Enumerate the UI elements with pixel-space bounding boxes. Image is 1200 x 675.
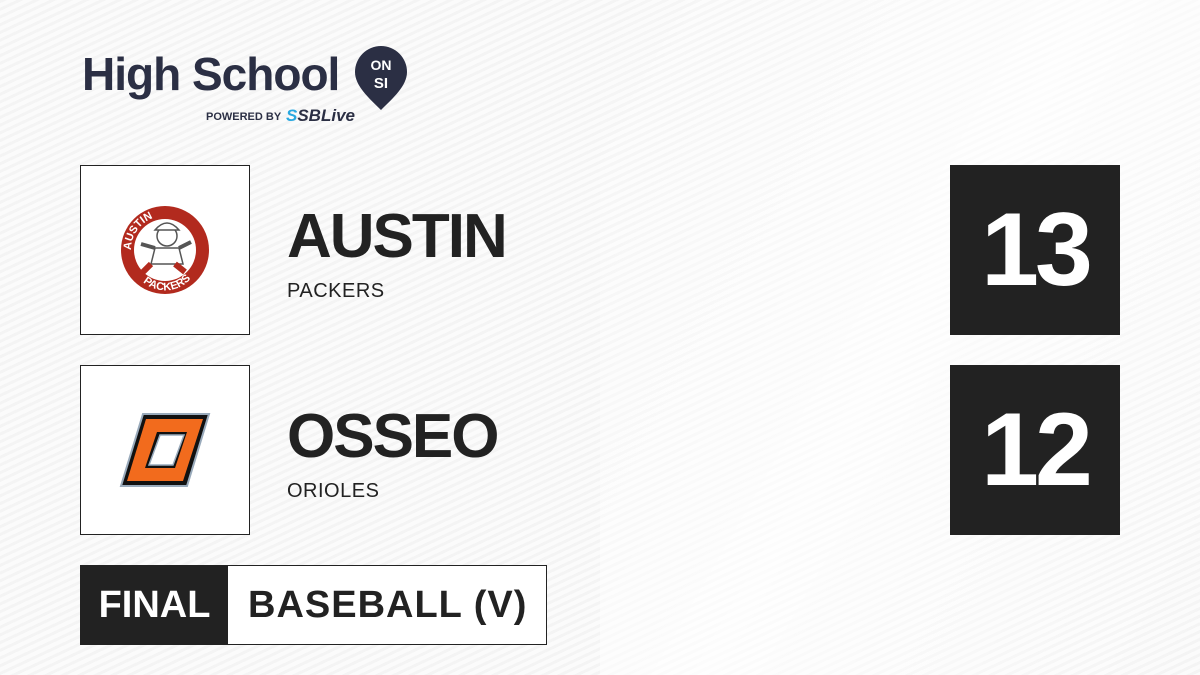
osseo-logo-box [80, 365, 250, 535]
badge-top: ON [371, 57, 392, 73]
sblive-logo: SSBLive [286, 106, 355, 126]
sport-name: BASEBALL (V) [248, 584, 528, 626]
sblive-text: SBLive [297, 106, 355, 125]
austin-packers-logo-icon: AUSTIN PACKERS [121, 206, 209, 294]
game-status: FINAL [98, 584, 211, 626]
score-home: 13 [950, 165, 1120, 335]
sblive-mark: S [286, 106, 298, 125]
brand-logo: High School ON SI POWERED BY SSBLive [82, 44, 502, 134]
austin-logo-box: AUSTIN PACKERS [80, 165, 250, 335]
brand-title: High School [82, 48, 340, 100]
on-si-pin-icon: ON SI [355, 46, 408, 110]
game-status-bar: FINAL BASEBALL (V) [80, 565, 547, 645]
score-away-value: 12 [981, 392, 1093, 508]
score-away: 12 [950, 365, 1120, 535]
sport-label: BASEBALL (V) [228, 566, 546, 644]
team-name-away: OSSEO [287, 402, 500, 471]
team-name-home: AUSTIN [287, 202, 508, 271]
badge-bottom: SI [374, 75, 388, 92]
powered-by-text: POWERED BY [206, 111, 282, 123]
osseo-o-logo-icon [119, 413, 211, 487]
score-home-value: 13 [981, 192, 1093, 308]
brand-row: High School ON SI [82, 44, 409, 112]
team-mascot-home: PACKERS [287, 280, 385, 302]
team-mascot-away: ORIOLES [287, 480, 380, 502]
final-badge: FINAL [81, 566, 228, 644]
background-pattern [600, 0, 1200, 675]
